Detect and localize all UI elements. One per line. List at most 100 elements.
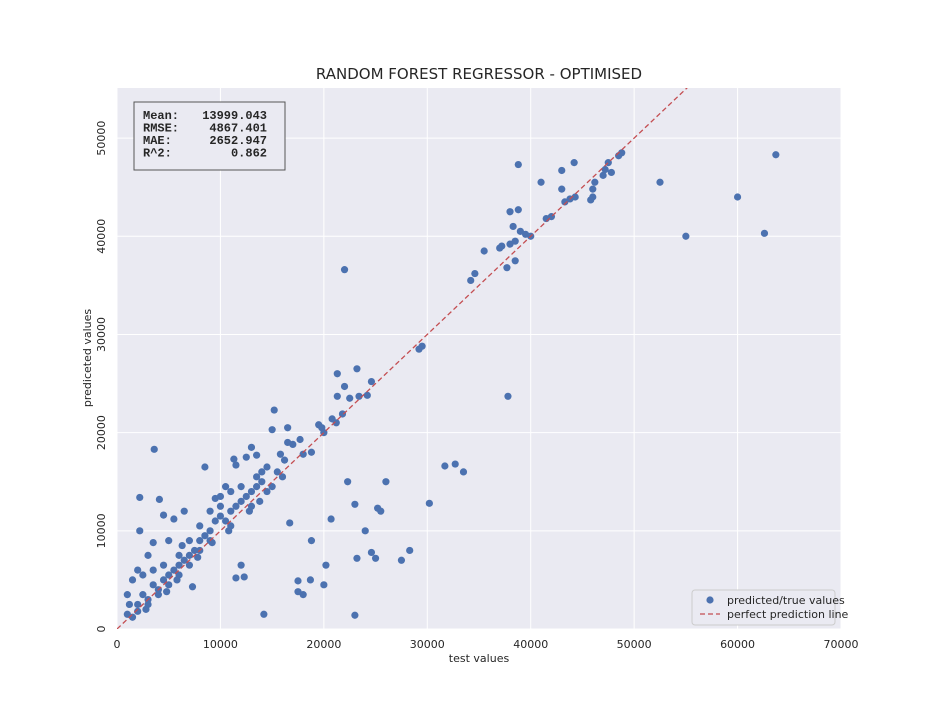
legend-marker <box>706 596 714 604</box>
point <box>284 438 292 447</box>
point <box>237 483 245 491</box>
point <box>170 515 178 523</box>
x-tick-label: 20000 <box>306 638 341 651</box>
point <box>294 588 302 596</box>
point <box>185 561 193 569</box>
point <box>772 151 780 159</box>
point <box>306 576 315 584</box>
point <box>139 591 147 599</box>
point <box>260 610 268 618</box>
point <box>196 537 204 545</box>
point <box>340 266 349 274</box>
point <box>154 591 162 599</box>
point <box>607 168 615 177</box>
point <box>558 185 566 193</box>
point <box>206 507 214 515</box>
point <box>155 495 164 503</box>
point <box>128 576 137 584</box>
point <box>211 494 219 503</box>
point <box>232 461 240 469</box>
point <box>232 502 240 510</box>
point <box>237 497 245 505</box>
point <box>296 435 304 444</box>
stat-value: 0.862 <box>231 147 267 161</box>
point <box>173 576 181 584</box>
point <box>589 185 597 193</box>
point <box>320 581 328 589</box>
point <box>170 566 178 574</box>
y-tick-label: 10000 <box>95 513 108 548</box>
point <box>467 276 475 285</box>
point <box>374 504 382 512</box>
point <box>159 576 168 584</box>
point <box>159 561 168 569</box>
point <box>315 421 323 429</box>
legend <box>691 589 836 626</box>
point <box>340 382 349 391</box>
point <box>180 556 188 564</box>
point <box>163 588 171 596</box>
point <box>196 522 204 530</box>
point <box>230 455 238 463</box>
point <box>425 499 433 507</box>
point <box>150 445 158 453</box>
point <box>175 561 183 569</box>
point <box>276 450 285 458</box>
point <box>185 537 193 545</box>
point <box>363 391 371 399</box>
point <box>232 574 240 582</box>
point <box>258 468 266 476</box>
plot-background <box>117 88 841 629</box>
point <box>242 453 250 461</box>
point <box>216 512 225 520</box>
point <box>123 591 131 599</box>
point <box>760 229 769 237</box>
point <box>591 178 599 186</box>
point <box>351 611 359 619</box>
chart-title: RANDOM FOREST REGRESSOR - OPTIMISED <box>316 65 642 83</box>
point <box>367 548 376 557</box>
point <box>367 377 376 386</box>
point <box>240 573 248 581</box>
point <box>134 600 142 609</box>
x-tick-label: 30000 <box>410 638 445 651</box>
point <box>480 247 488 255</box>
x-tick-label: 0 <box>114 638 121 651</box>
point <box>188 583 197 591</box>
point <box>263 487 271 496</box>
line <box>117 88 688 629</box>
point <box>201 532 209 540</box>
stat-label: MAE: <box>143 134 172 148</box>
point <box>247 443 256 451</box>
point <box>733 193 742 201</box>
x-tick-label: 60000 <box>720 638 755 651</box>
point <box>253 473 261 481</box>
point <box>361 527 369 535</box>
point <box>263 463 271 471</box>
point <box>351 500 359 508</box>
point <box>333 370 341 378</box>
point <box>136 527 144 535</box>
point <box>273 468 281 476</box>
stat-value: 2652.947 <box>209 134 267 148</box>
point <box>509 222 517 231</box>
point <box>278 473 287 481</box>
point <box>561 198 569 206</box>
point <box>134 607 142 615</box>
point <box>237 561 245 569</box>
point <box>149 566 157 574</box>
point <box>284 424 292 432</box>
point <box>307 537 316 545</box>
point <box>503 264 511 272</box>
point <box>227 487 235 496</box>
point <box>190 546 199 555</box>
point <box>371 554 380 562</box>
point <box>245 507 253 515</box>
point <box>211 517 219 525</box>
point <box>286 519 294 527</box>
point <box>558 166 566 175</box>
point <box>333 392 341 400</box>
x-tick-label: 70000 <box>824 638 859 651</box>
stats-box <box>133 101 286 171</box>
